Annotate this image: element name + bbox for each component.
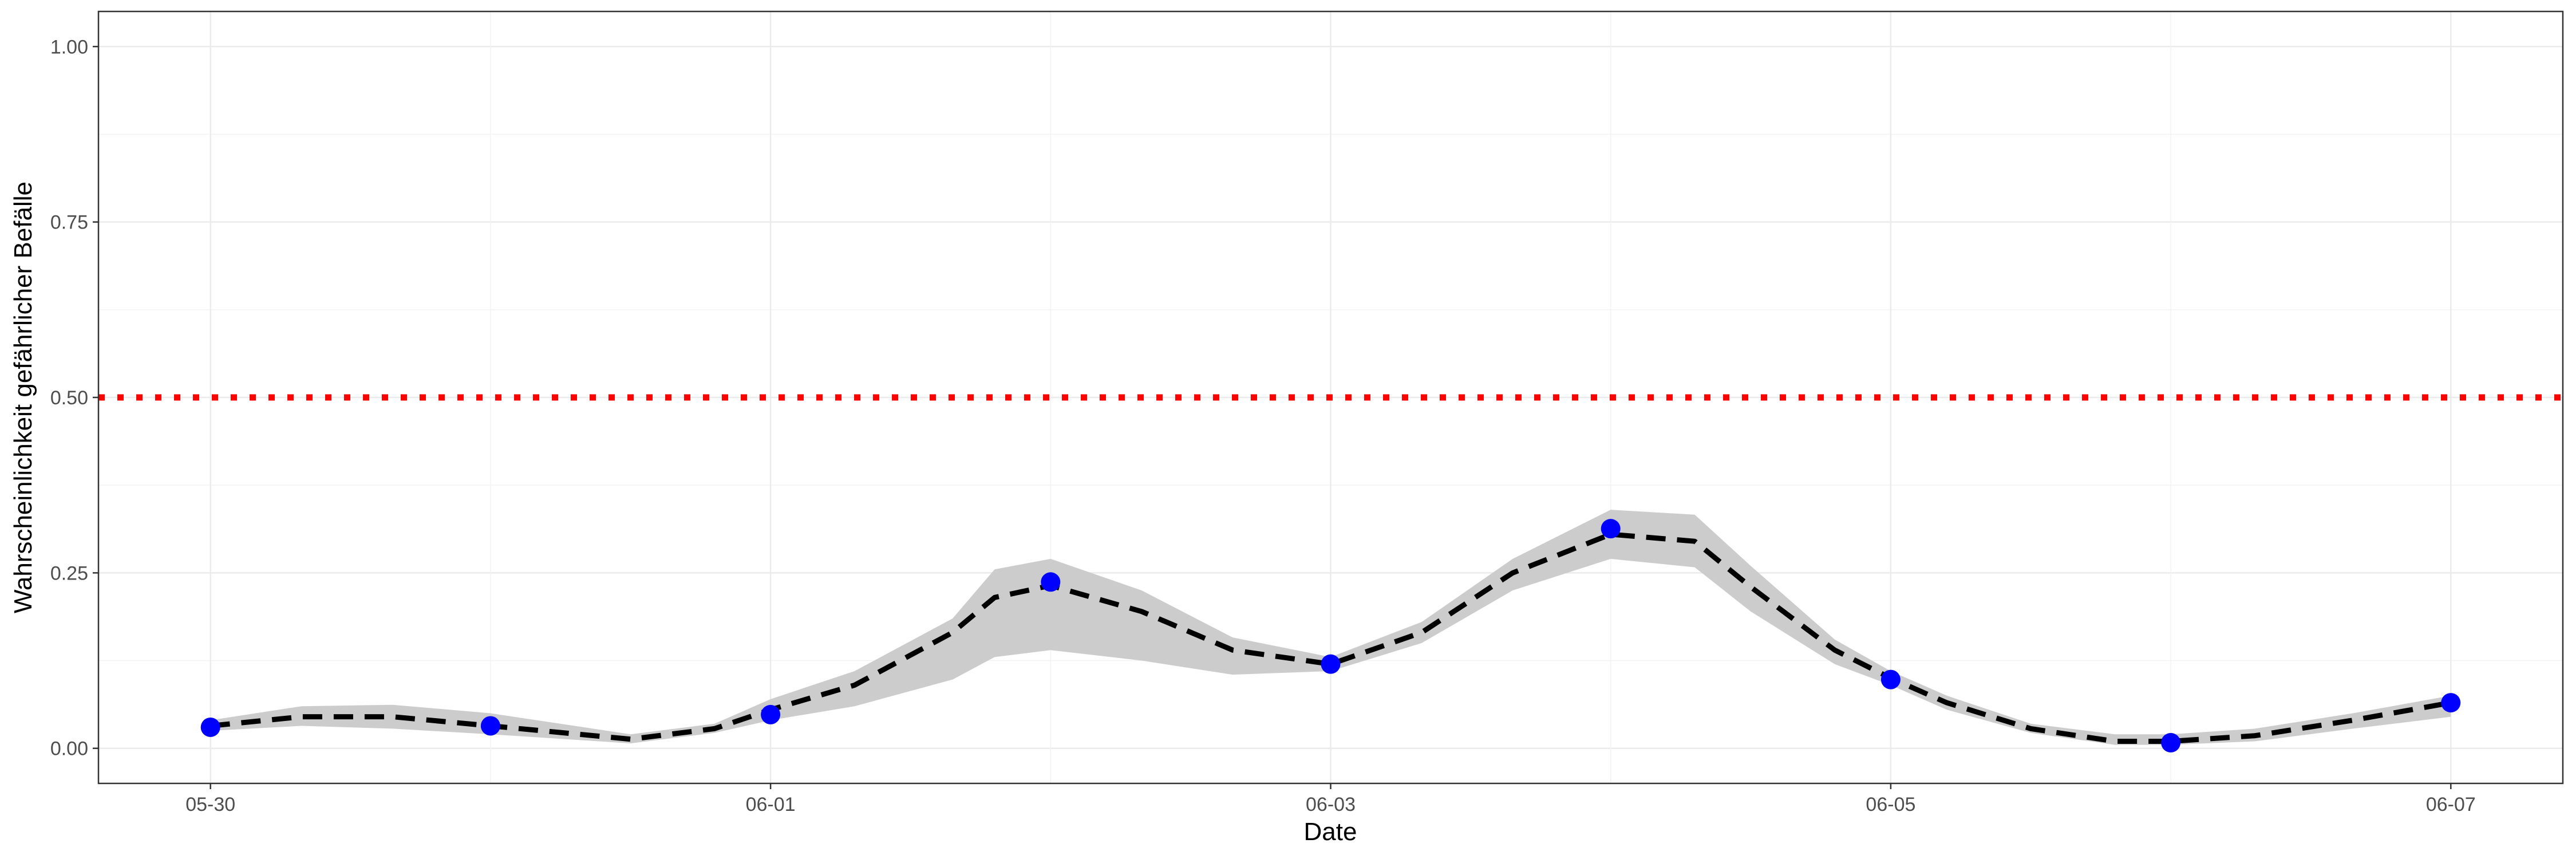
axes: 0.00 0.25 0.50 0.75 1.00 05-30 06-01 06-03 06-05… bbox=[50, 36, 2476, 815]
observed-point bbox=[1321, 654, 1341, 674]
observed-point bbox=[200, 717, 220, 737]
x-tick-label: 06-07 bbox=[2426, 794, 2476, 815]
observed-point bbox=[480, 716, 500, 736]
y-tick-label: 0.25 bbox=[50, 562, 88, 584]
x-tick-label: 06-05 bbox=[1866, 794, 1915, 815]
fitted-line-layer bbox=[210, 531, 2452, 744]
y-tick-label: 0.00 bbox=[50, 738, 88, 760]
observed-point bbox=[2441, 693, 2461, 713]
x-tick-label: 05-30 bbox=[185, 794, 235, 815]
x-axis-title: Date bbox=[1304, 818, 1357, 846]
observed-point bbox=[1601, 519, 1621, 539]
fitted-line bbox=[210, 531, 2452, 744]
y-tick-label: 1.00 bbox=[50, 36, 88, 58]
x-tick-label: 06-01 bbox=[746, 794, 796, 815]
observed-point bbox=[1880, 669, 1901, 689]
observed-point bbox=[2161, 732, 2181, 752]
y-axis-title: Wahrscheinlichkeit gefährlicher Befälle bbox=[9, 182, 37, 613]
x-tick-label: 06-03 bbox=[1306, 794, 1356, 815]
y-tick-label: 0.75 bbox=[50, 212, 88, 234]
observed-point bbox=[761, 704, 781, 724]
grid bbox=[98, 11, 2563, 783]
observed-points-layer bbox=[200, 519, 2461, 752]
observed-point bbox=[1041, 572, 1061, 592]
y-tick-label: 0.50 bbox=[50, 387, 88, 409]
